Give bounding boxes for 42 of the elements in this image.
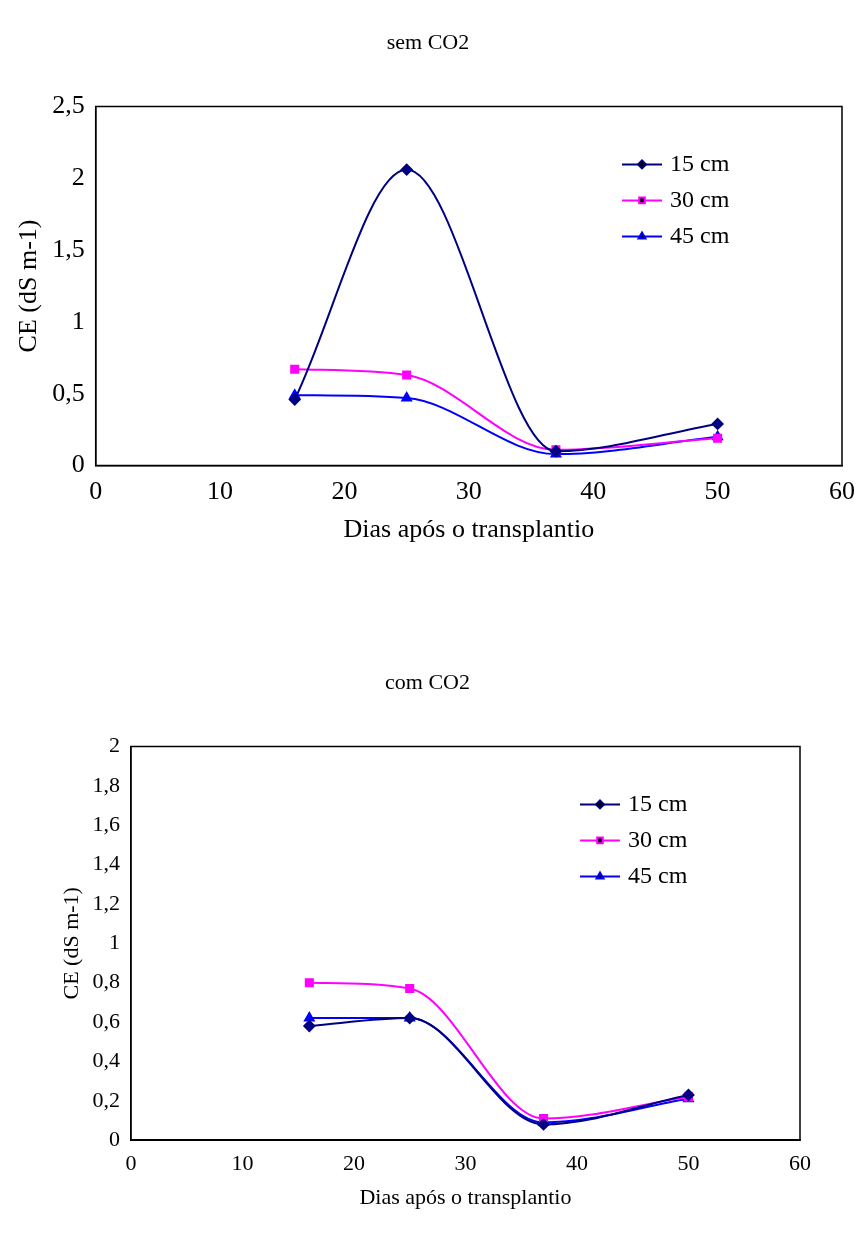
y-tick-label: 2	[108, 732, 120, 758]
x-axis-title: Dias após o transplantio	[359, 1183, 572, 1209]
y-tick-label: 1,8	[92, 771, 120, 797]
x-tick-label: 10	[231, 1150, 254, 1176]
x-tick-label: 50	[704, 476, 731, 506]
y-tick-label: 0	[71, 449, 85, 479]
legend-label: 15 cm	[670, 149, 730, 176]
x-tick-label: 50	[677, 1150, 700, 1176]
legend-label: 45 cm	[628, 861, 688, 888]
legend-label: 30 cm	[628, 825, 688, 852]
y-tick-label: 2,5	[52, 90, 85, 120]
y-tick-label: 0,5	[52, 377, 85, 407]
legend-label: 15 cm	[628, 789, 688, 816]
x-tick-label: 20	[342, 1150, 365, 1176]
x-tick-label: 60	[829, 476, 855, 506]
y-tick-label: 1,2	[92, 889, 120, 915]
x-tick-label: 10	[207, 476, 234, 506]
y-tick-label: 1	[108, 929, 120, 955]
y-tick-label: 0,6	[92, 1007, 120, 1033]
x-tick-label: 30	[455, 476, 482, 506]
chart-title: sem CO2	[386, 28, 470, 54]
x-tick-label: 40	[565, 1150, 588, 1176]
y-tick-label: 0,4	[92, 1047, 120, 1073]
chart-title: com CO2	[385, 668, 470, 694]
x-tick-label: 40	[580, 476, 607, 506]
legend-label: 30 cm	[670, 185, 730, 212]
y-tick-label: 1	[71, 305, 85, 335]
y-tick-label: 0,8	[92, 968, 120, 994]
y-axis-title: CE (dS m-1)	[13, 219, 43, 353]
x-tick-label: 60	[789, 1150, 811, 1176]
x-axis-title: Dias após o transplantio	[343, 514, 595, 544]
y-tick-label: 0,2	[92, 1086, 120, 1112]
legend-label: 45 cm	[670, 221, 730, 248]
y-tick-label: 0	[108, 1125, 120, 1151]
y-tick-label: 1,4	[92, 850, 120, 876]
y-tick-label: 1,5	[52, 233, 85, 263]
x-tick-label: 20	[331, 476, 358, 506]
y-tick-label: 2	[71, 162, 85, 192]
y-tick-label: 1,6	[92, 810, 120, 836]
x-tick-label: 30	[454, 1150, 477, 1176]
x-tick-label: 0	[125, 1150, 137, 1176]
y-axis-title: CE (dS m-1)	[57, 887, 83, 1000]
